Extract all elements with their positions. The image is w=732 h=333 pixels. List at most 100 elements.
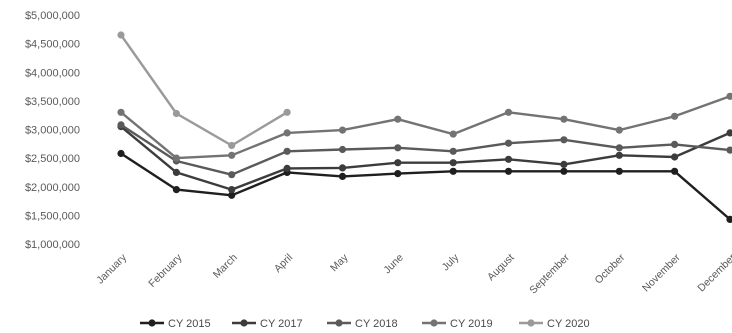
data-point <box>228 141 236 150</box>
x-tick-label: February <box>146 251 185 290</box>
series-cy-2018 <box>117 121 732 179</box>
series-line <box>120 125 731 191</box>
legend-marker <box>335 319 343 327</box>
data-point <box>671 153 679 161</box>
data-point <box>228 151 236 159</box>
legend-item: CY 2019 <box>422 318 493 330</box>
series-line <box>120 152 731 221</box>
data-point <box>117 121 125 129</box>
data-point <box>338 164 347 172</box>
x-tick-label: August <box>485 252 517 284</box>
x-tick-label: December <box>695 251 732 294</box>
legend-item: CY 2020 <box>519 318 590 330</box>
data-point <box>504 108 513 116</box>
data-point <box>172 154 180 162</box>
y-tick-label: $2,000,000 <box>25 182 80 194</box>
data-point <box>338 172 347 180</box>
legend-label: CY 2018 <box>355 318 398 330</box>
legend-label: CY 2019 <box>450 318 493 330</box>
data-point <box>449 130 457 138</box>
legend-marker <box>148 319 156 327</box>
data-point <box>449 147 457 155</box>
x-tick-label: November <box>640 251 683 294</box>
data-point <box>394 115 402 123</box>
data-point <box>228 171 236 179</box>
x-tick-label: June <box>381 252 406 277</box>
data-point <box>726 92 732 100</box>
data-point <box>117 31 125 39</box>
data-point <box>560 167 568 175</box>
y-tick-label: $3,500,000 <box>25 96 80 108</box>
data-point <box>615 144 623 152</box>
legend-label: CY 2015 <box>168 318 211 330</box>
data-point <box>394 144 402 152</box>
data-point <box>117 149 125 158</box>
y-tick-label: $4,000,000 <box>25 67 80 79</box>
data-point <box>228 186 236 194</box>
x-tick-label: March <box>211 252 240 281</box>
legend-marker <box>527 319 535 327</box>
legend: CY 2015 CY 2017 CY 2018 CY 2019 CY 2020 <box>140 318 590 330</box>
data-point <box>726 129 732 137</box>
x-tick-label: January <box>94 251 129 286</box>
series-line <box>120 123 731 176</box>
data-point <box>172 168 180 176</box>
legend-label: CY 2020 <box>547 318 590 330</box>
data-point <box>671 167 679 175</box>
data-point <box>283 164 291 172</box>
data-point <box>338 145 347 154</box>
data-point <box>726 146 732 154</box>
plot-area <box>117 31 732 223</box>
y-axis: $1,000,000 $1,500,000 $2,000,000 $2,500,000… <box>25 10 80 251</box>
data-point <box>283 147 291 155</box>
x-tick-label: July <box>440 251 462 273</box>
data-point <box>560 115 568 123</box>
y-tick-label: $2,500,000 <box>25 153 80 165</box>
data-point <box>671 140 679 148</box>
x-tick-label: September <box>527 251 572 296</box>
data-point <box>172 186 180 194</box>
series-cy-2015 <box>117 149 732 223</box>
data-point <box>394 170 402 178</box>
data-point <box>338 126 347 134</box>
legend-item: CY 2015 <box>140 318 211 330</box>
series-cy-2017 <box>117 123 732 194</box>
data-point <box>449 159 457 167</box>
x-tick-label: October <box>592 251 627 286</box>
data-point <box>560 136 568 144</box>
x-tick-label: May <box>328 251 351 274</box>
data-point <box>726 215 732 223</box>
data-point <box>449 167 457 175</box>
data-point <box>283 108 291 116</box>
legend-label: CY 2017 <box>260 318 303 330</box>
y-tick-label: $5,000,000 <box>25 10 80 22</box>
data-point <box>615 151 623 159</box>
series-line <box>120 95 731 160</box>
series-line <box>120 34 288 147</box>
legend-item: CY 2017 <box>232 318 303 330</box>
legend-item: CY 2018 <box>327 318 398 330</box>
x-tick-label: April <box>272 252 295 275</box>
data-point <box>615 126 623 134</box>
y-tick-label: $3,000,000 <box>25 125 80 137</box>
data-point <box>117 108 125 116</box>
data-point <box>283 129 291 137</box>
legend-marker <box>240 319 248 327</box>
data-point <box>228 191 236 199</box>
data-point <box>394 159 402 167</box>
y-tick-label: $1,500,000 <box>25 210 80 222</box>
series-cy-2020 <box>117 31 291 150</box>
legend-marker <box>430 319 438 327</box>
data-point <box>172 109 180 118</box>
data-point <box>671 112 679 120</box>
y-tick-label: $4,500,000 <box>25 39 80 51</box>
data-point <box>615 167 623 175</box>
data-point <box>560 160 568 168</box>
data-point <box>504 139 513 147</box>
series-cy-2019 <box>117 92 732 162</box>
y-tick-label: $1,000,000 <box>25 239 80 251</box>
x-axis: January February March April May June July Augu… <box>94 251 732 296</box>
data-point <box>504 167 513 175</box>
